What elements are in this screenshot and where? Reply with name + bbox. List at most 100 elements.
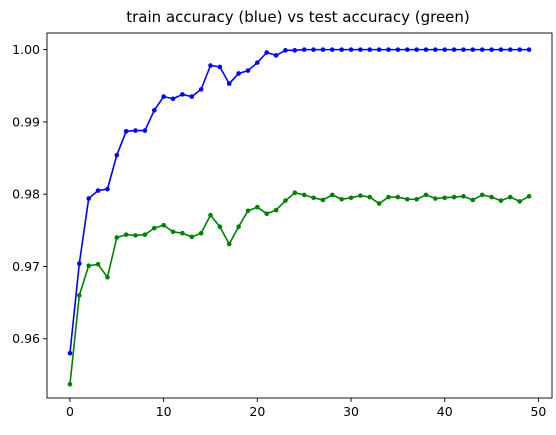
data-point-series-0 — [414, 47, 419, 52]
data-point-series-0 — [180, 92, 185, 97]
x-tick-label: 0 — [66, 404, 74, 419]
y-tick-label: 1.00 — [12, 42, 40, 57]
data-point-series-1 — [386, 194, 391, 200]
chart-title: train accuracy (blue) vs test accuracy (… — [126, 8, 470, 26]
data-point-series-0 — [161, 94, 166, 99]
data-point-series-1 — [114, 235, 120, 240]
data-point-series-1 — [180, 230, 185, 236]
data-point-series-1 — [86, 263, 91, 269]
data-point-series-0 — [142, 128, 148, 133]
data-point-series-1 — [142, 232, 148, 237]
data-point-series-1 — [217, 224, 223, 230]
x-tick-label: 50 — [530, 404, 546, 419]
data-point-series-1 — [123, 232, 129, 237]
data-point-series-0 — [67, 350, 73, 356]
data-point-series-0 — [273, 53, 279, 58]
data-point-series-0 — [264, 50, 270, 55]
plot-area: 0 10 20 30 40 50 0.96 0.97 0.98 0.99 1.00 — [12, 32, 553, 419]
data-point-series-1 — [508, 194, 513, 200]
data-point-series-0 — [283, 48, 288, 53]
data-point-series-0 — [470, 47, 476, 52]
data-point-series-0 — [395, 47, 401, 52]
data-point-series-1 — [376, 201, 382, 206]
data-point-series-0 — [386, 47, 391, 52]
data-point-series-1 — [245, 208, 251, 214]
data-point-series-1 — [423, 192, 429, 198]
data-point-series-0 — [114, 152, 120, 158]
data-point-series-1 — [433, 196, 438, 201]
data-point-series-0 — [198, 87, 204, 92]
data-point-series-1 — [470, 197, 476, 203]
data-point-series-0 — [329, 47, 335, 52]
data-point-series-1 — [208, 212, 213, 218]
data-point-series-1 — [133, 233, 138, 238]
data-point-series-0 — [255, 60, 260, 65]
data-point-series-1 — [151, 225, 157, 231]
data-point-series-0 — [151, 108, 157, 113]
data-point-series-1 — [95, 261, 101, 267]
data-point-series-0 — [133, 128, 138, 133]
data-point-series-0 — [95, 188, 101, 193]
data-point-series-0 — [217, 64, 223, 70]
data-point-series-1 — [358, 193, 363, 198]
data-point-series-0 — [348, 47, 354, 52]
data-point-series-1 — [442, 195, 448, 201]
data-point-series-0 — [461, 47, 466, 52]
data-point-series-0 — [245, 68, 251, 73]
data-point-series-1 — [77, 293, 82, 298]
x-tick-label: 40 — [437, 404, 453, 419]
data-point-series-1 — [292, 190, 298, 196]
data-point-series-1 — [170, 229, 176, 235]
x-tick-label: 20 — [249, 404, 265, 419]
data-point-series-0 — [170, 96, 176, 102]
data-point-series-0 — [376, 47, 382, 52]
data-point-series-0 — [489, 47, 494, 52]
data-point-series-0 — [86, 196, 91, 201]
data-point-series-0 — [339, 47, 344, 52]
data-point-series-1 — [479, 192, 485, 198]
data-point-series-1 — [161, 222, 166, 228]
data-point-series-1 — [236, 224, 241, 230]
data-point-series-0 — [498, 47, 504, 52]
data-point-series-1 — [414, 196, 419, 202]
data-point-series-0 — [358, 47, 363, 52]
data-point-series-0 — [123, 128, 129, 134]
y-tick-label: 0.99 — [12, 114, 40, 129]
data-point-series-0 — [301, 47, 307, 52]
data-point-series-0 — [236, 71, 241, 76]
data-point-series-1 — [395, 194, 401, 200]
data-point-series-1 — [367, 194, 373, 200]
y-tick-label: 0.98 — [12, 187, 40, 202]
data-point-series-0 — [292, 48, 298, 53]
data-point-series-1 — [311, 195, 316, 201]
data-point-series-0 — [479, 47, 485, 52]
data-point-series-1 — [67, 381, 73, 387]
data-point-series-1 — [226, 241, 232, 247]
data-point-series-1 — [320, 197, 326, 203]
data-point-series-0 — [433, 47, 438, 52]
data-point-series-1 — [526, 194, 532, 199]
data-point-series-0 — [451, 47, 457, 52]
data-point-series-1 — [489, 194, 494, 200]
axes-frame — [46, 32, 553, 399]
data-point-series-0 — [367, 47, 373, 52]
data-point-series-1 — [348, 195, 354, 201]
data-point-series-0 — [226, 81, 232, 86]
data-point-series-0 — [508, 47, 513, 52]
data-point-series-1 — [329, 192, 335, 198]
data-point-series-0 — [320, 47, 326, 52]
series-line-1 — [69, 191, 530, 385]
data-point-series-0 — [404, 47, 410, 52]
data-point-series-1 — [283, 198, 288, 203]
x-tick-label: 10 — [156, 404, 172, 419]
data-point-series-0 — [423, 47, 429, 52]
data-point-series-1 — [105, 274, 110, 280]
data-point-series-1 — [264, 211, 270, 216]
data-point-series-0 — [105, 186, 110, 192]
data-point-series-1 — [451, 194, 457, 200]
data-point-series-1 — [273, 207, 279, 213]
x-tick-label: 30 — [343, 404, 359, 419]
series-line-0 — [69, 48, 530, 354]
